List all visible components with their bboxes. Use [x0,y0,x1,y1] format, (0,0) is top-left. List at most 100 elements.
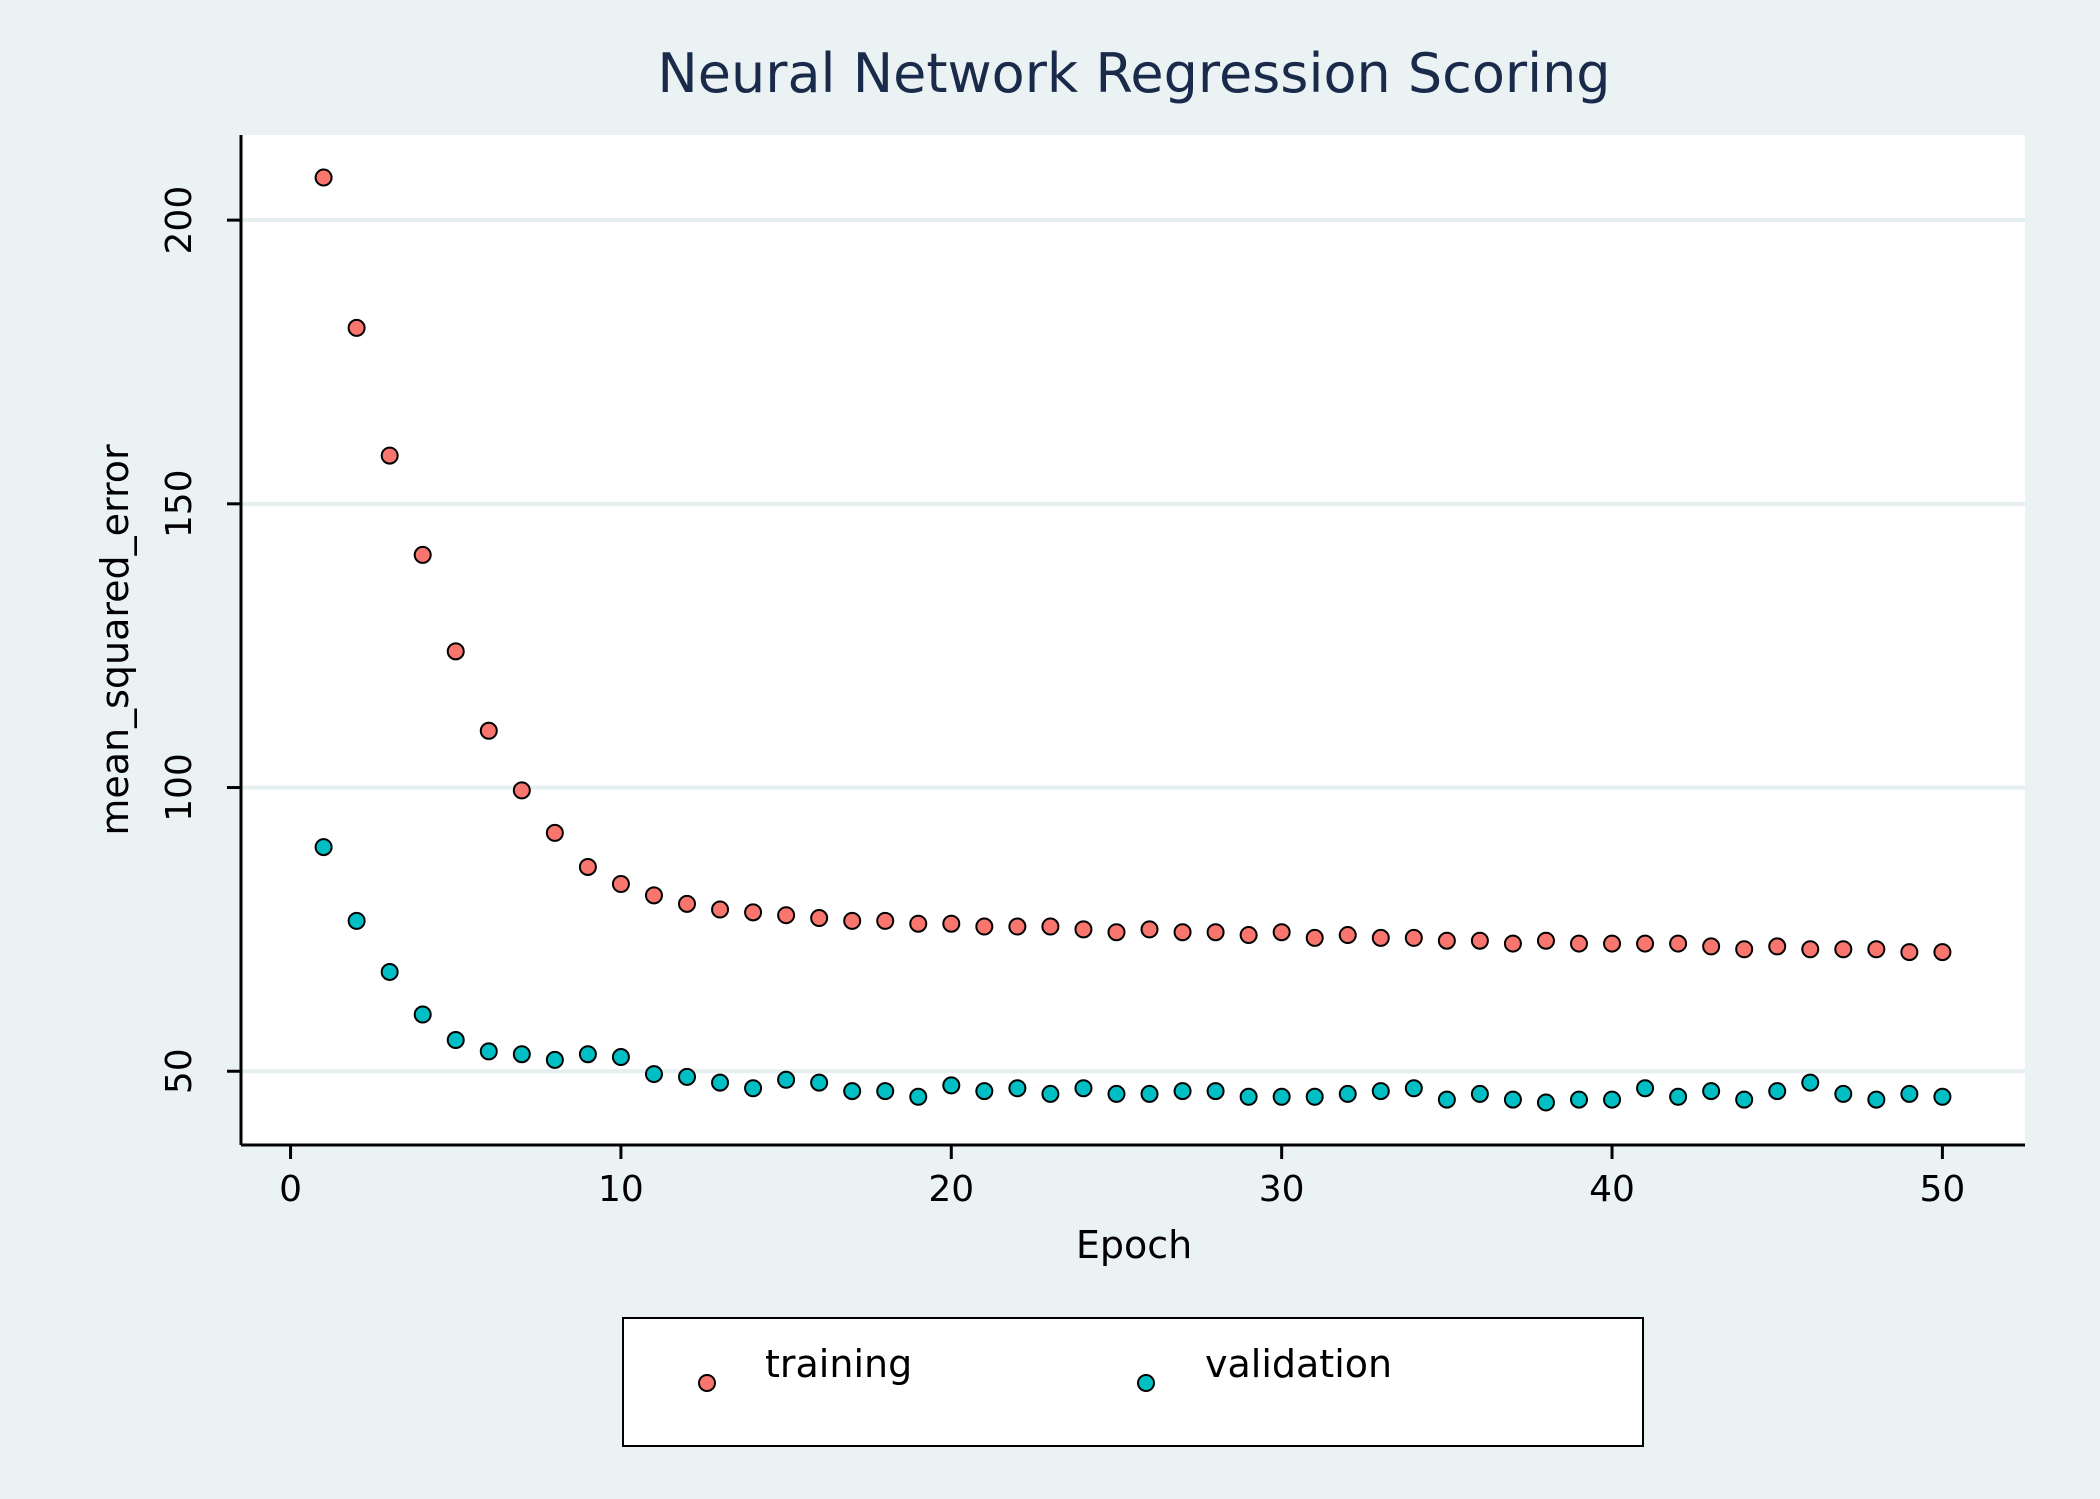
training-point [1371,928,1390,947]
validation-point [512,1045,531,1064]
validation-point [1239,1087,1258,1106]
training-point [1603,934,1622,953]
legend-validation-marker [1137,1374,1155,1392]
training-point [1536,931,1555,950]
training-point [1008,917,1027,936]
validation-point [843,1082,862,1101]
validation-point [1669,1087,1688,1106]
validation-point [1900,1084,1919,1103]
x-tick-label: 10 [598,1169,644,1210]
training-point [1074,920,1093,939]
training-point [942,914,961,933]
validation-point [1404,1079,1423,1098]
training-point [1107,923,1126,942]
validation-point [314,838,333,857]
training-point [1867,940,1886,959]
validation-point [1801,1073,1820,1092]
validation-point [678,1067,696,1086]
validation-point [1867,1090,1886,1109]
x-axis-title: Epoch [1076,1223,1192,1267]
validation-point [1702,1082,1721,1101]
validation-point [413,1005,432,1024]
validation-point [1074,1079,1093,1098]
validation-point [942,1076,961,1095]
y-axis-title: mean_squared_error [93,444,137,836]
x-tick-label: 20 [928,1169,974,1210]
training-point [644,886,663,905]
validation-point [1173,1082,1192,1101]
training-point [611,874,630,893]
validation-point [611,1048,630,1067]
validation-point [1636,1079,1655,1098]
training-point [1933,943,1952,962]
x-tick-label: 40 [1589,1169,1635,1210]
training-point [1404,928,1423,947]
x-tick-label: 30 [1259,1169,1305,1210]
y-tick-label: 50 [159,1048,200,1094]
validation-point [909,1087,928,1106]
validation-point [1735,1090,1754,1109]
validation-point [1768,1082,1787,1101]
training-point [810,909,829,928]
x-tick-label: 0 [279,1169,302,1210]
validation-point [1570,1090,1588,1109]
validation-point [777,1070,796,1089]
y-axis-ticks: 50 100 150 200 [159,186,241,1094]
x-tick-label: 50 [1920,1169,1966,1210]
training-point [1636,934,1655,953]
training-point [1503,934,1522,953]
training-point [678,894,696,913]
y-tick-label: 100 [159,753,200,822]
training-point [380,446,399,465]
validation-point [644,1065,663,1084]
validation-point [1338,1084,1357,1103]
validation-point [1603,1090,1622,1109]
training-point [1338,926,1357,945]
training-point [1768,937,1787,956]
training-point [1801,940,1820,959]
validation-point [744,1079,763,1098]
training-point [1470,931,1489,950]
y-tick-label: 200 [159,186,200,255]
training-point [711,900,730,919]
training-point [1239,926,1258,945]
training-point [843,911,862,930]
plot-area [241,135,2025,1145]
validation-point [545,1050,564,1069]
x-axis-ticks: 0 10 20 30 40 50 [279,1145,1965,1210]
validation-point [1107,1084,1126,1103]
training-point [479,721,498,740]
validation-point [1503,1090,1522,1109]
training-point [1173,923,1192,942]
validation-point [1933,1087,1952,1106]
legend-training-marker [698,1374,716,1392]
training-point [413,545,432,564]
training-point [1140,920,1159,939]
validation-point [1041,1084,1060,1103]
legend-validation-label: validation [1205,1342,1392,1386]
training-point [1702,937,1721,956]
training-point [876,911,895,930]
training-point [545,823,564,842]
validation-point [380,962,399,981]
validation-point [1305,1087,1324,1106]
chart-title: Neural Network Regression Scoring [657,42,1610,105]
training-point [1437,931,1456,950]
validation-point [711,1073,730,1092]
validation-point [446,1031,465,1050]
training-point [1041,917,1060,936]
training-point [1900,943,1919,962]
training-point [744,903,763,922]
y-tick-label: 150 [159,469,200,538]
validation-point [975,1082,994,1101]
legend: training validation [622,1317,1644,1447]
validation-point [1371,1082,1390,1101]
legend-box [622,1317,1644,1447]
gridlines [241,218,2025,1074]
validation-point [876,1082,895,1101]
data-points [314,168,1952,1112]
validation-point [578,1045,597,1064]
training-point [1206,923,1225,942]
validation-point [1834,1084,1853,1103]
